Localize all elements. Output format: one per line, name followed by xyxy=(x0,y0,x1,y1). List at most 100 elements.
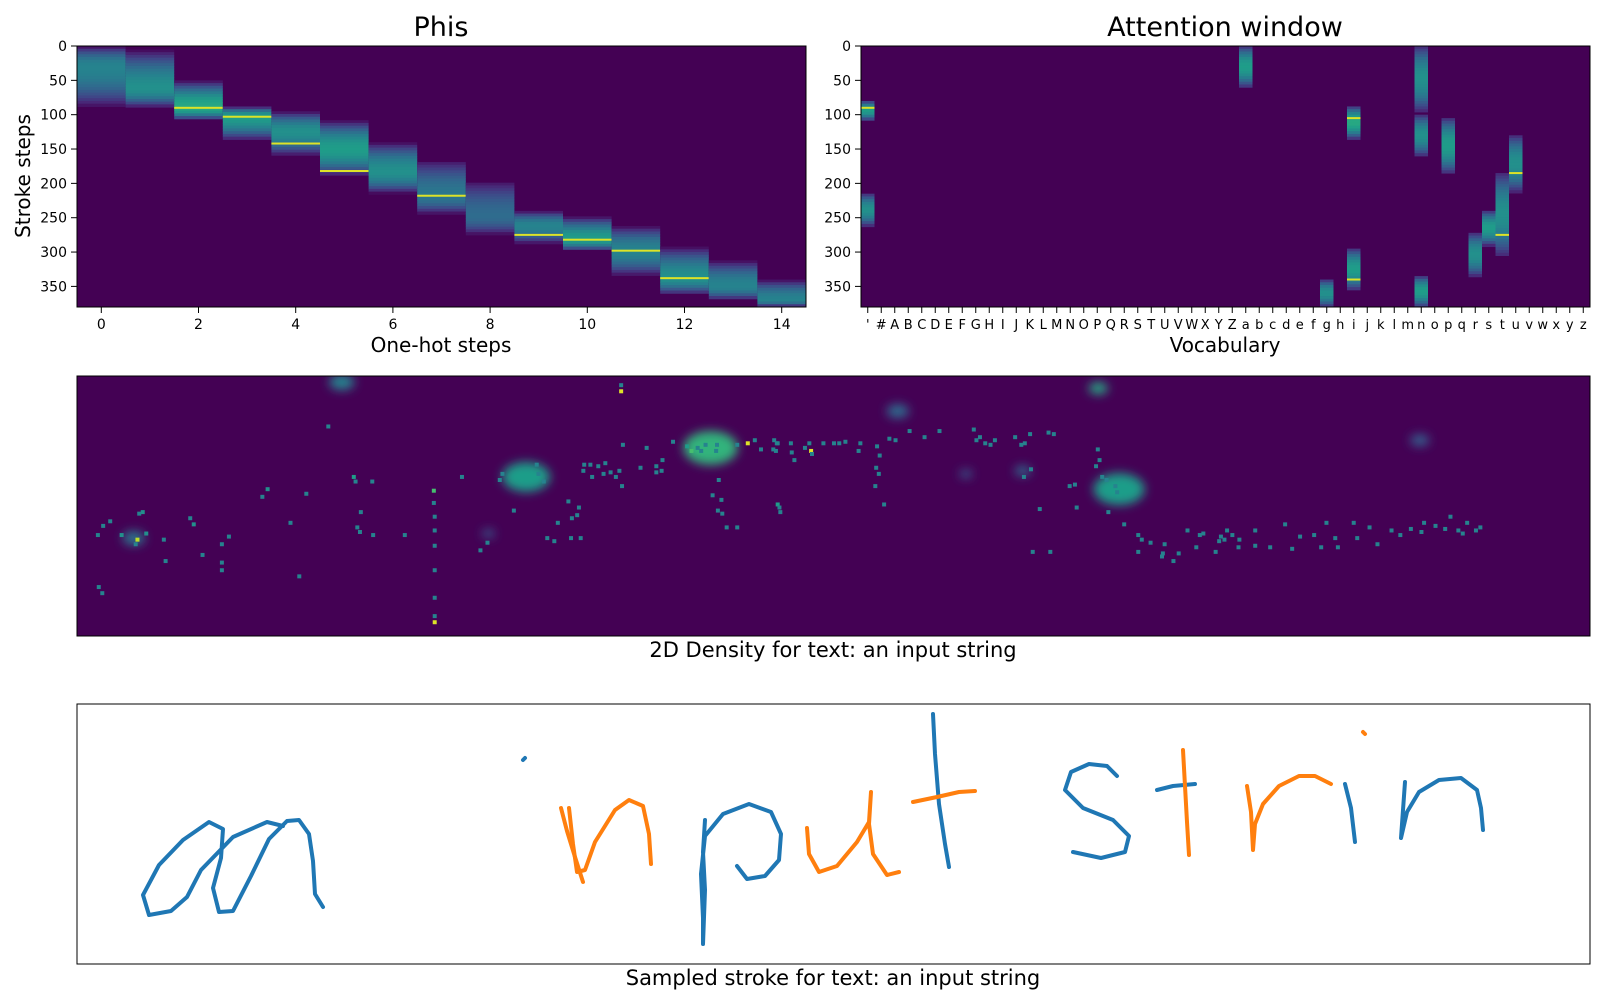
phis-cell xyxy=(465,193,515,197)
phis-cell xyxy=(222,120,272,124)
phis-cell xyxy=(125,79,175,83)
attention-x-tick-label: f xyxy=(1311,318,1316,333)
attention-cells xyxy=(861,46,1523,307)
attention-cell xyxy=(861,207,875,211)
attention-cell xyxy=(861,204,875,208)
attention-cell xyxy=(1347,265,1361,269)
density-point xyxy=(135,537,140,542)
stroke-segment xyxy=(141,818,325,917)
phis-frame xyxy=(76,45,807,308)
density-point xyxy=(101,523,106,528)
phis-cell xyxy=(708,296,758,300)
phis-cell xyxy=(465,232,515,236)
phis-cell xyxy=(708,287,758,292)
density-point xyxy=(1013,435,1018,440)
attention-x-tick-label: u xyxy=(1512,318,1520,333)
phis-peak-line xyxy=(611,249,661,252)
phis-cell xyxy=(465,223,515,228)
phis-cell xyxy=(271,127,320,131)
phis-cell xyxy=(125,54,175,59)
density-point xyxy=(1100,474,1105,479)
attention-cell xyxy=(1509,146,1523,150)
attention-cell xyxy=(1414,303,1428,307)
phis-cell xyxy=(320,136,369,140)
density-point xyxy=(988,442,993,447)
phis-cell xyxy=(320,139,369,143)
attention-cell xyxy=(1495,186,1509,191)
phis-x-tick-label: 0 xyxy=(97,317,106,333)
phis-cell xyxy=(514,224,563,228)
phis-cell xyxy=(514,230,563,234)
density-point xyxy=(858,441,863,446)
attention-cell xyxy=(1239,76,1253,80)
phis-cell xyxy=(320,155,369,160)
phis-cell xyxy=(611,228,661,232)
density-point xyxy=(260,494,265,499)
phis-cell xyxy=(660,263,709,267)
phis-x-tick-label: 12 xyxy=(676,317,694,333)
attention-cell xyxy=(1468,268,1482,272)
stroke-segment xyxy=(567,798,653,874)
phis-cell xyxy=(125,49,175,53)
phis-y-tick-label: 200 xyxy=(40,176,67,192)
density-point xyxy=(843,439,848,444)
attention-cell xyxy=(1468,263,1482,267)
density-point xyxy=(778,510,783,515)
density-point xyxy=(1443,526,1448,531)
phis-cell xyxy=(222,117,272,121)
attention-cell xyxy=(1347,248,1361,252)
phis-cell xyxy=(77,65,126,69)
attention-peak-line xyxy=(1347,117,1361,120)
attention-cell xyxy=(1414,89,1428,94)
attention-cell xyxy=(861,193,875,197)
attention-cell xyxy=(1414,109,1428,113)
attention-title: Attention window xyxy=(1107,12,1343,43)
phis-cell xyxy=(125,104,175,108)
density-point xyxy=(821,441,826,446)
attention-y-tick-label: 0 xyxy=(842,39,851,55)
density-point xyxy=(1335,545,1340,550)
attention-cell xyxy=(1509,160,1523,164)
phis-cell xyxy=(757,285,806,289)
density-point xyxy=(1162,542,1167,547)
density-point xyxy=(1097,458,1102,463)
phis-cell xyxy=(125,87,175,92)
phis-cell xyxy=(174,116,223,120)
density-point xyxy=(882,502,887,507)
density-point xyxy=(1253,543,1258,548)
attention-x-tick-label: g xyxy=(1323,318,1331,333)
density-point xyxy=(807,441,812,446)
attention-cell xyxy=(1495,241,1509,245)
attention-x-tick-label: l xyxy=(1392,318,1396,333)
stroke-segment xyxy=(521,756,527,762)
phis-cell xyxy=(77,56,126,61)
stroke-segment xyxy=(1343,782,1357,844)
attention-cell xyxy=(1320,304,1334,307)
density-point xyxy=(1094,464,1099,469)
density-point xyxy=(874,465,879,470)
attention-cell xyxy=(1468,246,1482,250)
phis-cell xyxy=(174,110,223,114)
attention-cell xyxy=(1347,109,1361,113)
attention-cell xyxy=(1414,84,1428,88)
phis-cell xyxy=(271,152,320,156)
density-point xyxy=(552,539,557,544)
stroke-segment xyxy=(1361,730,1367,736)
stroke-segment xyxy=(1155,782,1197,792)
attention-cell xyxy=(1239,51,1253,55)
density-point xyxy=(715,442,720,447)
phis-cell xyxy=(174,102,223,106)
attention-cell xyxy=(1441,156,1455,160)
phis-cell xyxy=(174,113,223,117)
density-point xyxy=(1113,484,1118,489)
attention-cell xyxy=(1347,259,1361,263)
attention-cell xyxy=(1414,98,1428,102)
phis-cell xyxy=(660,268,709,272)
attention-cell xyxy=(1414,59,1428,63)
attention-cell xyxy=(1441,142,1455,147)
attention-cell xyxy=(1414,106,1428,110)
attention-cell xyxy=(1347,125,1361,129)
phis-cell xyxy=(611,256,661,260)
density-point xyxy=(710,493,715,498)
density-point xyxy=(432,595,437,600)
